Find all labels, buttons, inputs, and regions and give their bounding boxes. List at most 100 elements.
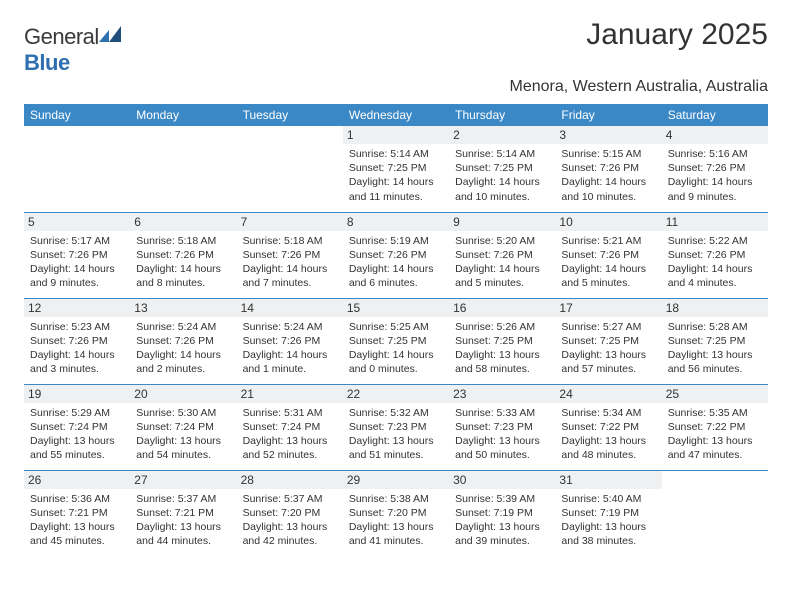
calendar-day-cell: 27 Sunrise: 5:37 AMSunset: 7:21 PMDayligh… [130,470,236,556]
day-number: 24 [555,385,661,403]
day-number: 8 [343,213,449,231]
day-number: 17 [555,299,661,317]
day-details: Sunrise: 5:26 AMSunset: 7:25 PMDaylight:… [455,320,549,377]
calendar-day-cell: 9Sunrise: 5:20 AMSunset: 7:26 PMDaylight… [449,212,555,298]
calendar-header-row: SundayMondayTuesdayWednesdayThursdayFrid… [24,104,768,126]
day-number: 27 [130,471,236,489]
day-details: Sunrise: 5:18 AMSunset: 7:26 PMDaylight:… [136,234,230,291]
day-details: Sunrise: 5:22 AMSunset: 7:26 PMDaylight:… [668,234,762,291]
day-details: Sunrise: 5:27 AMSunset: 7:25 PMDaylight:… [561,320,655,377]
page-title: January 2025 [586,18,768,52]
day-details: Sunrise: 5:23 AMSunset: 7:26 PMDaylight:… [30,320,124,377]
brand-name-part1: General [24,24,99,49]
day-details: Sunrise: 5:16 AMSunset: 7:26 PMDaylight:… [668,147,762,204]
day-number: 6 [130,213,236,231]
calendar-table: SundayMondayTuesdayWednesdayThursdayFrid… [24,104,768,556]
day-number: 31 [555,471,661,489]
calendar-day-cell: 22 Sunrise: 5:32 AMSunset: 7:23 PMDayligh… [343,384,449,470]
calendar-day-header: Tuesday [237,104,343,126]
calendar-day-cell: 26Sunrise: 5:36 AMSunset: 7:21 PMDayligh… [24,470,130,556]
day-details: Sunrise: 5:25 AMSunset: 7:25 PMDaylight:… [349,320,443,377]
day-details: Sunrise: 5:37 AMSunset: 7:20 PMDaylight:… [243,492,337,549]
calendar-day-cell [24,126,130,212]
day-number: 3 [555,126,661,144]
day-details: Sunrise: 5:40 AMSunset: 7:19 PMDaylight:… [561,492,655,549]
day-number: 15 [343,299,449,317]
day-number: 11 [662,213,768,231]
calendar-day-cell: 30Sunrise: 5:39 AMSunset: 7:19 PMDayligh… [449,470,555,556]
calendar-day-cell [662,470,768,556]
calendar-day-cell: 28 Sunrise: 5:37 AMSunset: 7:20 PMDayligh… [237,470,343,556]
calendar-day-cell: 2Sunrise: 5:14 AMSunset: 7:25 PMDaylight… [449,126,555,212]
day-number: 23 [449,385,555,403]
day-number: 19 [24,385,130,403]
day-details: Sunrise: 5:29 AMSunset: 7:24 PMDaylight:… [30,406,124,463]
calendar-week-row: 26Sunrise: 5:36 AMSunset: 7:21 PMDayligh… [24,470,768,556]
day-number: 25 [662,385,768,403]
calendar-day-header: Thursday [449,104,555,126]
day-number: 14 [237,299,343,317]
brand-mark-icon [99,26,125,44]
day-number: 29 [343,471,449,489]
day-number: 5 [24,213,130,231]
calendar-day-cell: 11 Sunrise: 5:22 AMSunset: 7:26 PMDayligh… [662,212,768,298]
day-number: 1 [343,126,449,144]
day-details: Sunrise: 5:34 AMSunset: 7:22 PMDaylight:… [561,406,655,463]
day-details: Sunrise: 5:30 AMSunset: 7:24 PMDaylight:… [136,406,230,463]
day-details: Sunrise: 5:31 AMSunset: 7:24 PMDaylight:… [243,406,337,463]
day-number: 12 [24,299,130,317]
calendar-day-cell: 10Sunrise: 5:21 AMSunset: 7:26 PMDayligh… [555,212,661,298]
brand-logo: General Blue [24,18,125,76]
day-number: 20 [130,385,236,403]
day-number: 28 [237,471,343,489]
day-number: 7 [237,213,343,231]
calendar-day-header: Saturday [662,104,768,126]
calendar-day-cell [237,126,343,212]
calendar-day-cell: 5 Sunrise: 5:17 AMSunset: 7:26 PMDaylight… [24,212,130,298]
calendar-day-cell: 31 Sunrise: 5:40 AMSunset: 7:19 PMDayligh… [555,470,661,556]
day-details: Sunrise: 5:21 AMSunset: 7:26 PMDaylight:… [561,234,655,291]
calendar-day-cell: 4 Sunrise: 5:16 AMSunset: 7:26 PMDaylight… [662,126,768,212]
calendar-day-cell: 15 Sunrise: 5:25 AMSunset: 7:25 PMDayligh… [343,298,449,384]
calendar-week-row: 12 Sunrise: 5:23 AMSunset: 7:26 PMDayligh… [24,298,768,384]
day-details: Sunrise: 5:37 AMSunset: 7:21 PMDaylight:… [136,492,230,549]
calendar-day-cell: 19 Sunrise: 5:29 AMSunset: 7:24 PMDayligh… [24,384,130,470]
calendar-day-cell: 25 Sunrise: 5:35 AMSunset: 7:22 PMDayligh… [662,384,768,470]
calendar-day-cell: 14 Sunrise: 5:24 AMSunset: 7:26 PMDayligh… [237,298,343,384]
calendar-day-cell: 6 Sunrise: 5:18 AMSunset: 7:26 PMDaylight… [130,212,236,298]
day-number: 2 [449,126,555,144]
day-details: Sunrise: 5:15 AMSunset: 7:26 PMDaylight:… [561,147,655,204]
day-details: Sunrise: 5:33 AMSunset: 7:23 PMDaylight:… [455,406,549,463]
day-number: 4 [662,126,768,144]
calendar-day-cell: 16 Sunrise: 5:26 AMSunset: 7:25 PMDayligh… [449,298,555,384]
calendar-week-row: 5 Sunrise: 5:17 AMSunset: 7:26 PMDaylight… [24,212,768,298]
location-subtitle: Menora, Western Australia, Australia [24,78,768,96]
day-details: Sunrise: 5:35 AMSunset: 7:22 PMDaylight:… [668,406,762,463]
calendar-day-cell [130,126,236,212]
day-details: Sunrise: 5:24 AMSunset: 7:26 PMDaylight:… [243,320,337,377]
calendar-day-cell: 8 Sunrise: 5:19 AMSunset: 7:26 PMDaylight… [343,212,449,298]
day-details: Sunrise: 5:24 AMSunset: 7:26 PMDaylight:… [136,320,230,377]
calendar-day-cell: 29 Sunrise: 5:38 AMSunset: 7:20 PMDayligh… [343,470,449,556]
day-details: Sunrise: 5:32 AMSunset: 7:23 PMDaylight:… [349,406,443,463]
day-details: Sunrise: 5:28 AMSunset: 7:25 PMDaylight:… [668,320,762,377]
day-details: Sunrise: 5:36 AMSunset: 7:21 PMDaylight:… [30,492,124,549]
calendar-day-cell: 3 Sunrise: 5:15 AMSunset: 7:26 PMDaylight… [555,126,661,212]
calendar-day-cell: 17 Sunrise: 5:27 AMSunset: 7:25 PMDayligh… [555,298,661,384]
calendar-day-cell: 21Sunrise: 5:31 AMSunset: 7:24 PMDayligh… [237,384,343,470]
day-details: Sunrise: 5:38 AMSunset: 7:20 PMDaylight:… [349,492,443,549]
day-details: Sunrise: 5:17 AMSunset: 7:26 PMDaylight:… [30,234,124,291]
day-number: 16 [449,299,555,317]
calendar-day-header: Wednesday [343,104,449,126]
day-number: 22 [343,385,449,403]
calendar-day-header: Sunday [24,104,130,126]
calendar-week-row: 1Sunrise: 5:14 AMSunset: 7:25 PMDaylight… [24,126,768,212]
day-details: Sunrise: 5:19 AMSunset: 7:26 PMDaylight:… [349,234,443,291]
brand-name-part2: Blue [24,50,70,75]
day-number: 9 [449,213,555,231]
calendar-day-cell: 12 Sunrise: 5:23 AMSunset: 7:26 PMDayligh… [24,298,130,384]
day-number: 18 [662,299,768,317]
calendar-day-header: Friday [555,104,661,126]
calendar-day-cell: 23 Sunrise: 5:33 AMSunset: 7:23 PMDayligh… [449,384,555,470]
calendar-day-header: Monday [130,104,236,126]
